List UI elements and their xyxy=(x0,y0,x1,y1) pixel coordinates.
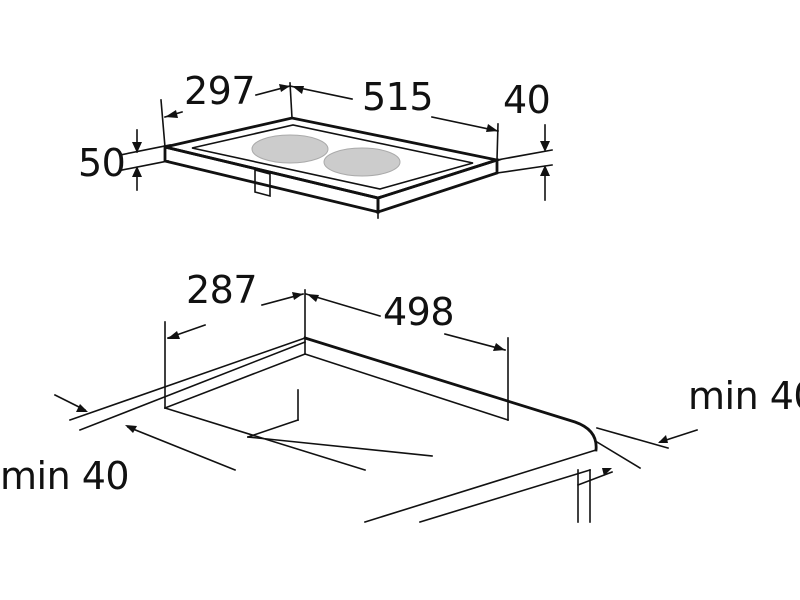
hob-connector xyxy=(254,168,271,198)
min-front-label: min 40 xyxy=(0,454,129,498)
hob-width-label: 515 xyxy=(362,75,433,119)
hob-dimensions xyxy=(119,82,553,201)
worktop-bottom-edge xyxy=(363,448,598,524)
worktop-front-edge xyxy=(78,340,307,432)
worktop-back-edge xyxy=(303,336,598,452)
cutout-left-edge xyxy=(163,352,307,410)
worktop-drawing xyxy=(68,336,598,524)
cutout-dimensions xyxy=(53,289,699,487)
cutout-depth-label: 287 xyxy=(186,268,257,312)
hotplate-right xyxy=(323,147,401,177)
hob-depth-label: 297 xyxy=(184,69,255,113)
hob-drawing xyxy=(163,116,503,219)
hob-frame-label: 40 xyxy=(503,78,550,122)
hob-height-label: 50 xyxy=(78,141,125,185)
min-side-label: min 40 xyxy=(688,374,800,418)
hotplate-left xyxy=(251,134,329,164)
hob-glass-outline xyxy=(191,124,474,190)
cutout-width-label: 498 xyxy=(383,290,454,334)
